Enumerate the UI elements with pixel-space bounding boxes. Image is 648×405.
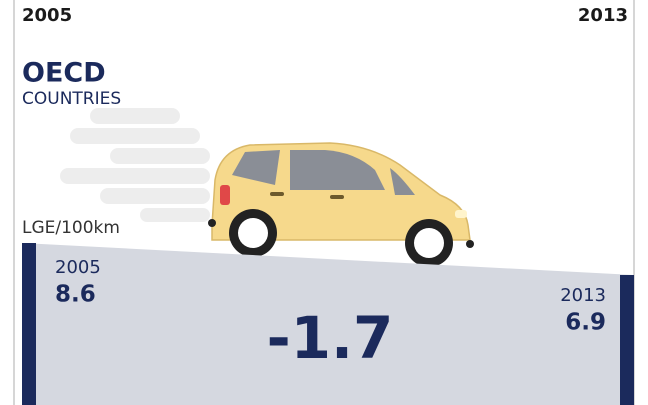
start-year: 2005	[55, 257, 101, 278]
start-year-header: 2005	[22, 5, 72, 26]
change-value: -1.7	[267, 304, 394, 372]
start-bar	[22, 243, 36, 405]
end-bar	[620, 275, 634, 405]
start-value: 8.6	[55, 282, 96, 308]
region-subtitle: COUNTRIES	[22, 89, 121, 109]
region-title: OECD	[22, 58, 106, 89]
end-year: 2013	[560, 285, 606, 306]
unit-label: LGE/100km	[22, 218, 120, 238]
end-year-header: 2013	[578, 5, 628, 26]
end-value: 6.9	[565, 310, 606, 336]
infographic: 2005 2013 OECD COUNTRIES LGE/100km 2005 …	[0, 0, 648, 405]
